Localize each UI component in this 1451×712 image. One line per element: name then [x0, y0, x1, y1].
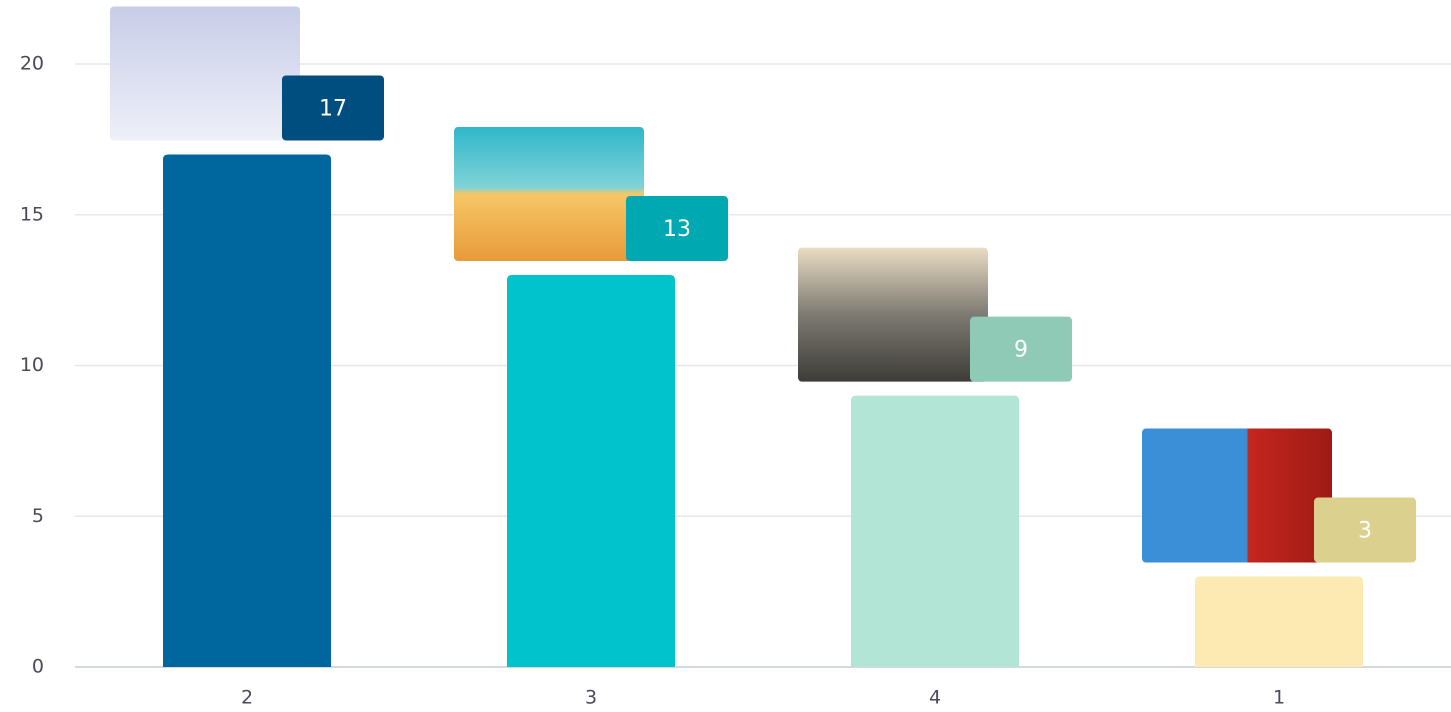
y-tick-label: 20: [20, 53, 44, 75]
y-tick-label: 5: [32, 505, 44, 527]
bar-image: [110, 6, 300, 140]
bar-image: [1142, 429, 1332, 563]
y-tick-label: 15: [20, 203, 44, 225]
bar-image: [454, 127, 644, 261]
chart: 051015202173134913: [0, 0, 1451, 712]
value-label: 3: [1358, 519, 1372, 544]
bar: [851, 396, 1019, 667]
y-tick-label: 10: [20, 354, 44, 376]
x-tick-label: 4: [929, 687, 941, 709]
x-tick-label: 1: [1273, 687, 1285, 709]
value-label: 17: [319, 96, 347, 121]
bar: [1195, 577, 1363, 667]
x-tick-label: 3: [585, 687, 597, 709]
value-label: 13: [663, 217, 691, 242]
bar-image: [798, 248, 988, 382]
x-tick-label: 2: [241, 687, 253, 709]
bar: [507, 275, 675, 667]
value-label: 9: [1014, 338, 1028, 363]
y-tick-label: 0: [32, 656, 44, 678]
page: 051015202173134913 (() => { const data =…: [0, 0, 1451, 712]
bar: [163, 154, 331, 667]
